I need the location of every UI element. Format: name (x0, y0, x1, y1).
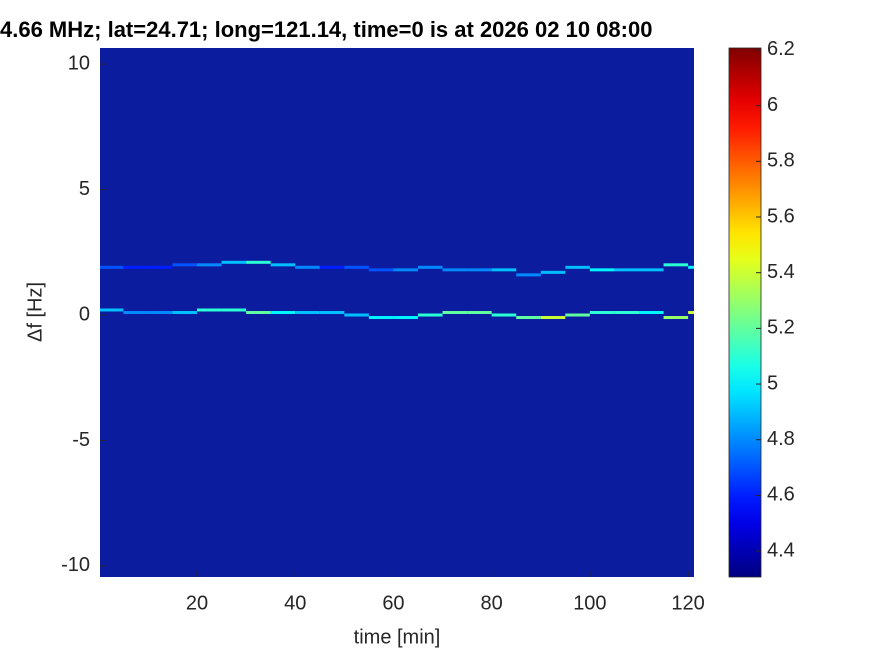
colorbar-tick-label: 5.4 (767, 261, 795, 283)
y-tick-label: 10 (68, 52, 90, 74)
trace-cell (100, 308, 124, 312)
trace-cell (246, 311, 271, 314)
x-tick-label: 80 (481, 592, 503, 614)
trace-cell (638, 268, 664, 272)
trace-cell (614, 311, 639, 314)
colorbar-tick-label: 5 (767, 372, 778, 394)
trace-cell (540, 270, 566, 274)
trace-cell (467, 268, 492, 272)
trace-cell (319, 311, 345, 314)
trace-cell (516, 273, 541, 277)
x-axis-label: time [min] (354, 626, 441, 648)
trace-cell (442, 268, 468, 272)
trace-cell (344, 265, 369, 269)
trace-cell (638, 311, 664, 314)
y-tick-label: -5 (72, 429, 90, 451)
x-tick-label: 100 (573, 592, 606, 614)
trace-cell (319, 265, 345, 269)
trace-cell (196, 308, 222, 312)
trace-cell (344, 313, 369, 317)
trace-cell (100, 265, 124, 269)
trace-cell (368, 268, 394, 272)
trace-cell (516, 316, 541, 320)
trace-cell (147, 311, 173, 314)
trace-cell (172, 263, 197, 267)
trace-cell (565, 313, 590, 317)
trace-cell (123, 265, 148, 269)
trace-cell (540, 316, 566, 320)
trace-cell (123, 311, 148, 314)
trace-cell (393, 316, 418, 320)
colorbar-tick-label: 5.6 (767, 205, 795, 227)
colorbar-tick-label: 6 (767, 94, 778, 116)
trace-cell (246, 260, 271, 264)
trace-cell (270, 311, 296, 314)
trace-cell (663, 316, 689, 320)
x-tick-label: 60 (382, 592, 404, 614)
trace-cell (614, 268, 639, 272)
trace-cell (491, 268, 517, 272)
colorbar-tick-label: 5.2 (767, 317, 795, 339)
trace-cell (589, 311, 615, 314)
colorbar-tick-label: 4.4 (767, 539, 795, 561)
trace-cell (393, 268, 418, 272)
trace-cell (221, 260, 247, 264)
x-tick-label: 20 (186, 592, 208, 614)
trace-cell (147, 265, 173, 269)
trace-cell (270, 263, 296, 267)
chart-title: 4.66 MHz; lat=24.71; long=121.14, time=0… (0, 17, 652, 42)
y-tick-label: 5 (79, 178, 90, 200)
trace-cell (442, 311, 468, 314)
colorbar (728, 47, 762, 578)
trace-cell (417, 313, 443, 317)
trace-cell (295, 265, 320, 269)
trace-cell (688, 311, 694, 314)
trace-cell (196, 263, 222, 267)
trace-cell (368, 316, 394, 320)
colorbar-tick-label: 6.2 (767, 38, 795, 60)
trace-cell (295, 311, 320, 314)
trace-cell (417, 265, 443, 269)
trace-cell (491, 313, 517, 317)
trace-cell (221, 308, 247, 312)
trace-cell (565, 265, 590, 269)
colorbar-tick-label: 5.8 (767, 150, 795, 172)
trace-cell (589, 268, 615, 272)
trace-cell (663, 263, 689, 267)
colorbar-tick-label: 4.6 (767, 484, 795, 506)
traces (100, 260, 694, 320)
x-tick-label: 40 (284, 592, 306, 614)
trace-cell (172, 311, 197, 314)
trace-cell (467, 311, 492, 314)
colorbar-tick-label: 4.8 (767, 428, 795, 450)
x-tick-label: 120 (671, 592, 704, 614)
y-tick-label: 0 (79, 303, 90, 325)
y-axis-label: Δf [Hz] (24, 282, 46, 342)
trace-cell (688, 265, 694, 269)
y-tick-label: -10 (61, 554, 90, 576)
